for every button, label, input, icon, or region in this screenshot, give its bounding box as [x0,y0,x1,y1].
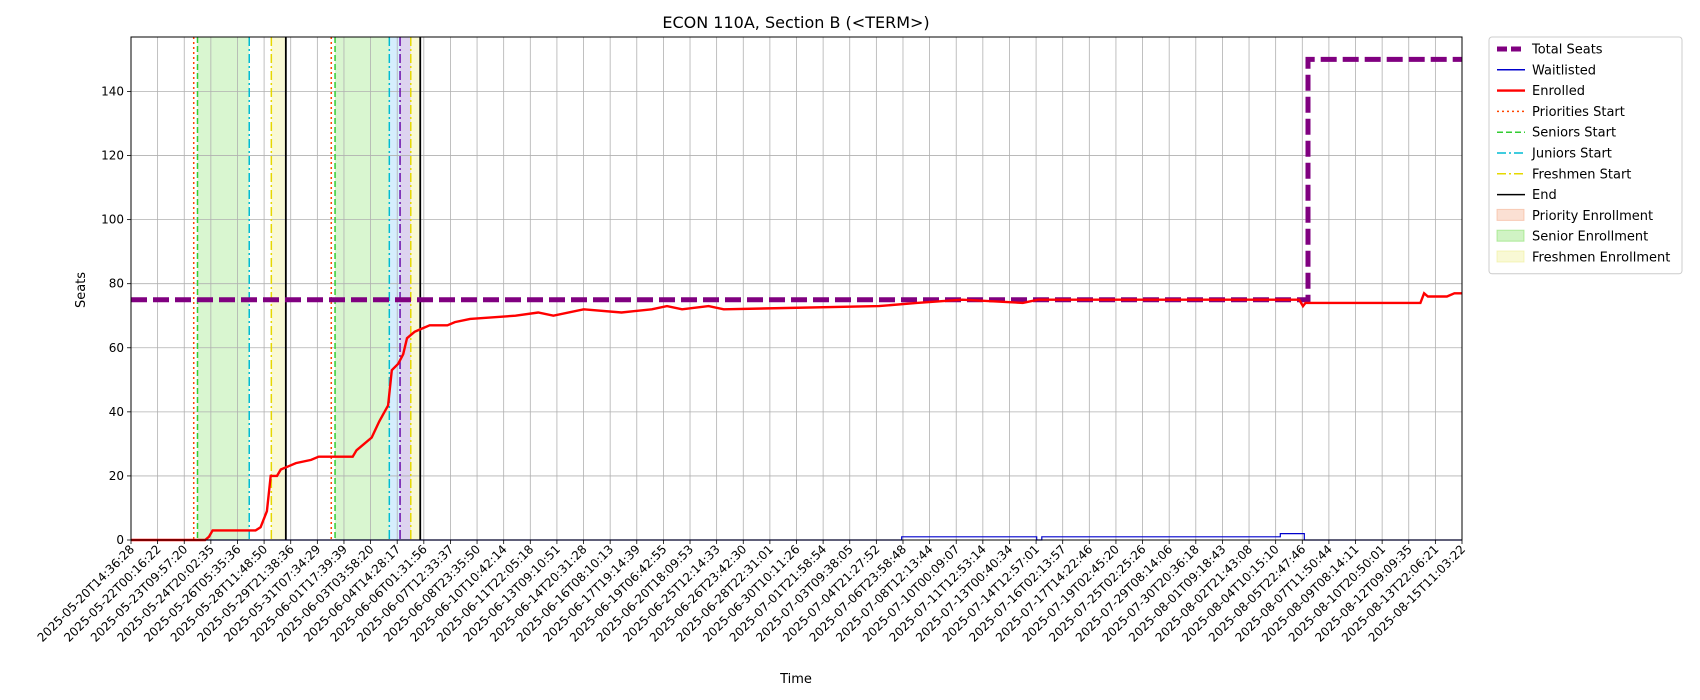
chart-title: ECON 110A, Section B (<TERM>) [662,13,929,32]
data-series [131,56,1462,542]
legend-swatch [1496,208,1525,221]
y-tick-label: 20 [109,469,124,483]
shaded-region-2 [410,37,421,540]
y-axis-label: Seats [74,272,89,308]
legend-label: Senior Enrollment [1532,230,1648,245]
legend-label: Seniors Start [1532,126,1616,141]
legend: Total Seats Waitlisted Enrolled Priorities … [1488,36,1683,275]
y-tick-label: 40 [109,405,124,419]
legend-label: Priority Enrollment [1532,209,1653,224]
y-tick-label: 0 [116,533,124,547]
y-tick-label: 80 [109,277,124,291]
legend-label: End [1532,188,1557,203]
legend-label: Freshmen Start [1532,167,1631,182]
y-tick-label: 140 [101,84,124,98]
legend-label: Total Seats [1531,43,1603,58]
legend-label: Priorities Start [1532,105,1625,120]
y-tick-label: 120 [101,149,124,163]
legend-label: Waitlisted [1532,63,1596,78]
shaded-region-4 [400,37,411,540]
x-axis: 2025-05-20T14:36:282025-05-22T00:16:2220… [35,540,1468,645]
shaded-region-2 [271,37,286,540]
legend-box [1488,36,1683,275]
series-line-1 [131,532,1462,541]
legend-label: Enrolled [1532,84,1585,99]
y-axis: 0 20 40 60 80 100 120 140 [101,84,131,547]
series-line-2 [131,291,1462,542]
shaded-region-3 [389,37,401,540]
legend-label: Freshmen Enrollment [1532,251,1670,266]
shaded-region-1 [197,37,250,540]
y-tick-label: 60 [109,341,124,355]
legend-label: Juniors Start [1531,147,1612,162]
x-axis-label: Time [779,672,812,687]
legend-swatch [1496,229,1525,242]
shaded-region-1 [335,37,390,540]
y-tick-label: 100 [101,213,124,227]
legend-swatch [1496,250,1525,263]
